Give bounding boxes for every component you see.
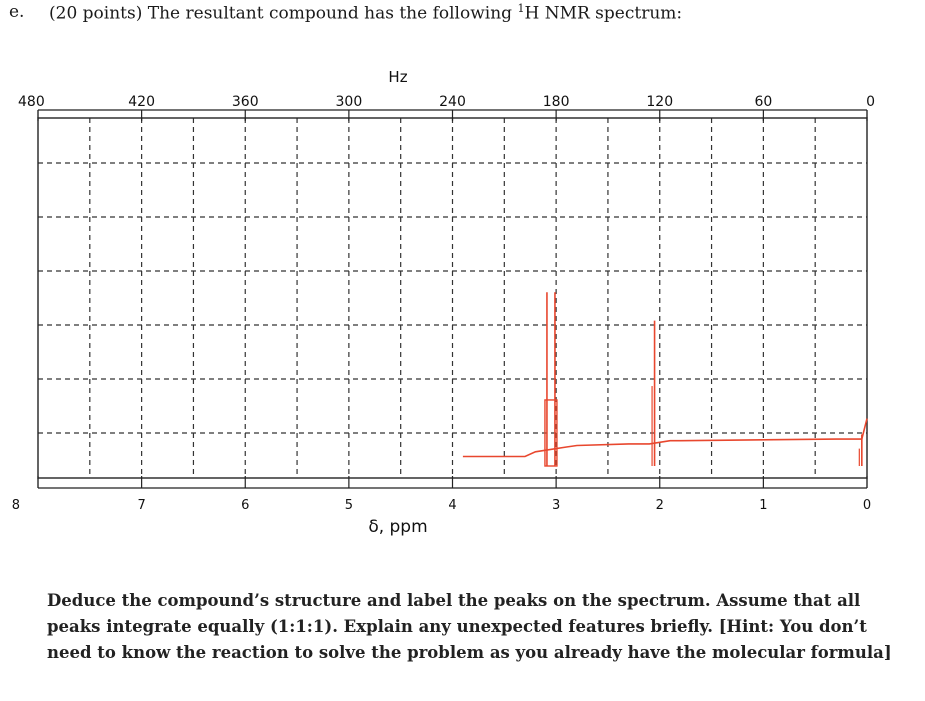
chart-grid	[38, 118, 867, 478]
bottom-axis-title: δ, ppm	[368, 517, 427, 537]
question-text-after: H NMR spectrum:	[524, 3, 683, 24]
top-tick-label-3: 300	[336, 94, 363, 110]
top-tick-label-5: 180	[543, 94, 570, 110]
bottom-tick-label-1: 7	[137, 498, 145, 513]
top-tick-label-2: 360	[232, 94, 259, 110]
bottom-tick-label-2: 6	[241, 498, 249, 513]
question-instructions: Deduce the compound’s structure and labe…	[47, 591, 892, 662]
chart-frame	[37, 109, 868, 489]
top-tick-label-6: 120	[646, 94, 673, 110]
bottom-tick-label-0: 8	[12, 498, 20, 513]
bottom-tick-label-4: 4	[448, 498, 456, 513]
question-superscript: 1	[517, 2, 525, 15]
bottom-tick-label-5: 3	[552, 498, 560, 513]
top-tick-label-1: 420	[128, 94, 155, 110]
question-letter: e.	[9, 2, 25, 22]
top-tick-label-8: 0	[866, 94, 875, 110]
nmr-spectrum-chart: 480 420 360 300 240 180 120 60 0 8 7 6 5 4 3 2 1 0 Hz δ, pp…	[12, 68, 875, 537]
integration-trace	[462, 418, 868, 458]
peak-0-shoulder	[544, 399, 558, 467]
top-tick-label-4: 240	[439, 94, 466, 110]
spectrum-trace	[462, 292, 868, 467]
bottom-tick-label-8: 0	[863, 498, 871, 513]
axis-labels: 480 420 360 300 240 180 120 60 0 8 7 6 5 4 3 2 1 0 Hz δ, pp…	[12, 68, 875, 537]
bottom-tick-label-7: 1	[759, 498, 767, 513]
top-axis-title: Hz	[388, 68, 407, 86]
question-text: (20 points) The resultant compound has t…	[49, 2, 682, 24]
question-text-before: (20 points) The resultant compound has t…	[49, 3, 518, 24]
bottom-tick-label-6: 2	[656, 498, 664, 513]
top-tick-label-7: 60	[754, 94, 772, 110]
bottom-tick-label-3: 5	[345, 498, 353, 513]
top-tick-label-0: 480	[18, 94, 45, 110]
